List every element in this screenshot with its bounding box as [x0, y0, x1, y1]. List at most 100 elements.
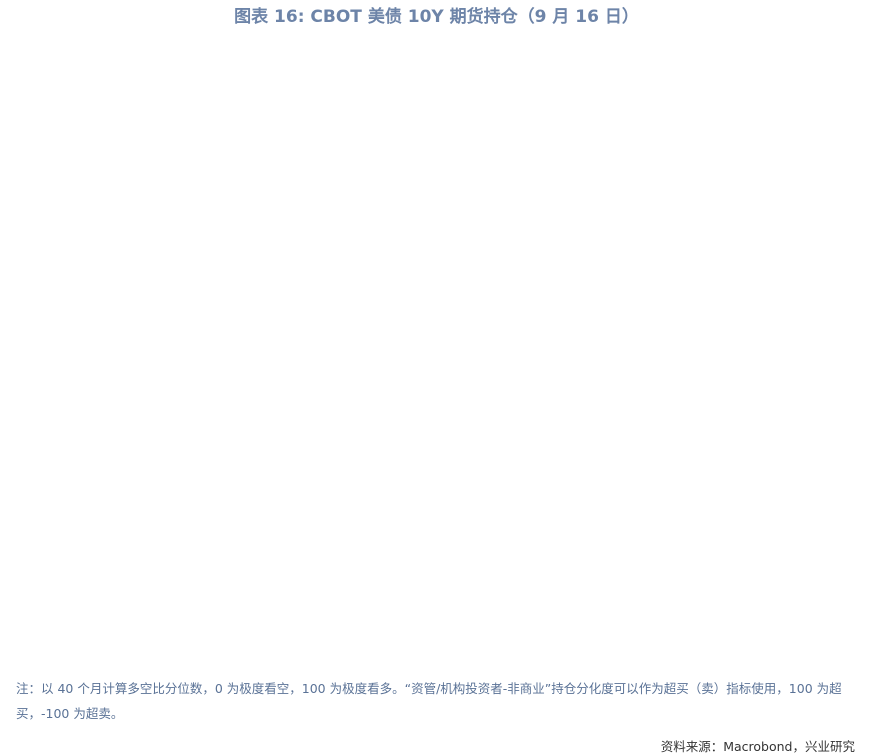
left-tick-label: 0.5 [31, 272, 49, 285]
x-tick-label: 2023 [212, 292, 240, 305]
right-tick-label: 20 [801, 214, 815, 227]
left-tick-label: 5.0 [456, 364, 474, 377]
right-tick-label: 50 [376, 482, 390, 495]
left-tick-label: 5.0 [456, 42, 474, 55]
right-tick-label: 50 [801, 423, 815, 436]
right-tick-label: -75 [801, 570, 819, 583]
right-tick-label: 60 [376, 180, 390, 193]
x-tick-label: 2024 [275, 292, 303, 305]
right-tick-label: 90 [801, 64, 815, 77]
left-tick-label: 2.0 [31, 521, 49, 534]
right-tick-label: -25 [801, 511, 819, 524]
right-tick-label: 50 [801, 150, 815, 163]
right-tick-label: 30 [801, 193, 815, 206]
left-tick-label: 3.5 [456, 114, 474, 127]
right-tick-label: 100 [376, 272, 397, 285]
right-tick-label: 40 [376, 134, 390, 147]
right-tick-label: 80 [801, 85, 815, 98]
yield-series-line-0 [52, 374, 366, 588]
right-tick-label: 60 [376, 505, 390, 518]
left-unit-label: % [61, 372, 71, 383]
left-tick-label: 3.0 [31, 468, 49, 481]
legend-label-position: 资管/机构投资者-非商业，rhs [607, 630, 766, 645]
left-tick-label: 1.0 [31, 573, 49, 586]
position-series-line-1 [51, 46, 354, 268]
left-tick-label: 3.0 [31, 144, 49, 157]
left-tick-label: 4.0 [456, 90, 474, 103]
left-tick-label: 4.5 [456, 66, 474, 79]
left-tick-label: 4.5 [31, 390, 49, 403]
left-tick-label: 0.5 [456, 257, 474, 270]
legend-label-yield: 美债10Y [523, 631, 570, 645]
left-tick-label: 5.0 [31, 364, 49, 377]
x-tick-label: 2023 [637, 277, 665, 290]
right-tick-label: 90 [376, 249, 390, 262]
left-tick-label: 2.0 [456, 521, 474, 534]
right-tick-label: 30 [376, 111, 390, 124]
left-tick-label: 1.5 [456, 547, 474, 560]
left-tick-label: 2.5 [456, 495, 474, 508]
left-tick-label: 3.0 [456, 468, 474, 481]
x-tick-label: 2023 [637, 619, 665, 632]
right-tick-label: 50 [376, 157, 390, 170]
x-tick-label: 2024 [275, 619, 303, 632]
x-tick-label: 2024 [700, 619, 728, 632]
x-tick-label: 2022 [574, 277, 602, 290]
legend-label-position: 非商业头寸，rhs [218, 296, 309, 311]
right-tick-label: 20 [376, 411, 390, 424]
right-tick-label: 100 [801, 364, 822, 377]
right-tick-label: 80 [376, 226, 390, 239]
right-tick-label: 0 [801, 257, 808, 270]
right-tick-label: 0 [376, 42, 383, 55]
legend-label-position: 杠杆基金多空比分位数，rhs [218, 630, 369, 645]
legend-label-yield: 美债10Y收益率 [98, 296, 181, 311]
left-tick-label: 1.0 [31, 246, 49, 259]
left-tick-label: 2.5 [456, 161, 474, 174]
left-tick-label: 3.5 [456, 442, 474, 455]
left-tick-label: 2.5 [31, 495, 49, 508]
left-tick-label: 0.5 [31, 599, 49, 612]
position-series-line-1 [476, 46, 766, 265]
x-tick-label: 2025 [338, 292, 366, 305]
x-tick-label: 2023 [212, 619, 240, 632]
left-tick-label: 2.5 [31, 170, 49, 183]
x-tick-label: 2021 [511, 619, 539, 632]
left-unit-label: % [486, 372, 496, 383]
right-tick-label: 100 [801, 42, 822, 55]
right-tick-label: 10 [376, 388, 390, 401]
footnote: 注：以 40 个月计算多空比分位数，0 为极度看空，100 为极度看多。“资管/… [16, 681, 842, 721]
right-unit-label: % [781, 372, 791, 383]
right-tick-label: 70 [376, 203, 390, 216]
right-tick-label: 10 [801, 236, 815, 249]
left-tick-label: 0.5 [456, 599, 474, 612]
yield-series-line-0 [477, 51, 791, 248]
right-tick-label: 0 [801, 482, 808, 495]
right-tick-label: -100 [801, 599, 826, 612]
left-tick-label: 4.0 [31, 93, 49, 106]
position-series-line-1 [51, 368, 354, 607]
position-series-line-2 [114, 46, 354, 256]
right-tick-label: 10 [376, 65, 390, 78]
left-unit-label: % [61, 50, 71, 61]
right-tick-label: 25 [801, 452, 815, 465]
left-tick-label: 1.0 [456, 233, 474, 246]
x-tick-label: 2024 [700, 277, 728, 290]
right-tick-label: 75 [801, 393, 815, 406]
left-tick-label: 4.5 [456, 390, 474, 403]
left-tick-label: 4.5 [31, 68, 49, 81]
left-tick-label: 1.0 [456, 573, 474, 586]
position-series-line-1 [476, 368, 779, 601]
left-tick-label: 4.0 [31, 416, 49, 429]
left-tick-label: 5.0 [31, 42, 49, 55]
x-tick-label: 2021 [86, 619, 114, 632]
x-tick-label: 2022 [149, 292, 177, 305]
x-tick-label: 2025 [338, 619, 366, 632]
right-tick-label: 80 [376, 552, 390, 565]
legend-label-position: 资管/机构投资者多空比分位数，rhs [534, 300, 725, 315]
right-tick-label: 0 [376, 364, 383, 377]
right-tick-label: 100 [376, 599, 397, 612]
left-tick-label: 1.5 [31, 547, 49, 560]
legend-label-yield: 美债10Y收益率 [534, 278, 617, 293]
x-tick-label: 2022 [149, 619, 177, 632]
right-tick-label: 20 [376, 88, 390, 101]
